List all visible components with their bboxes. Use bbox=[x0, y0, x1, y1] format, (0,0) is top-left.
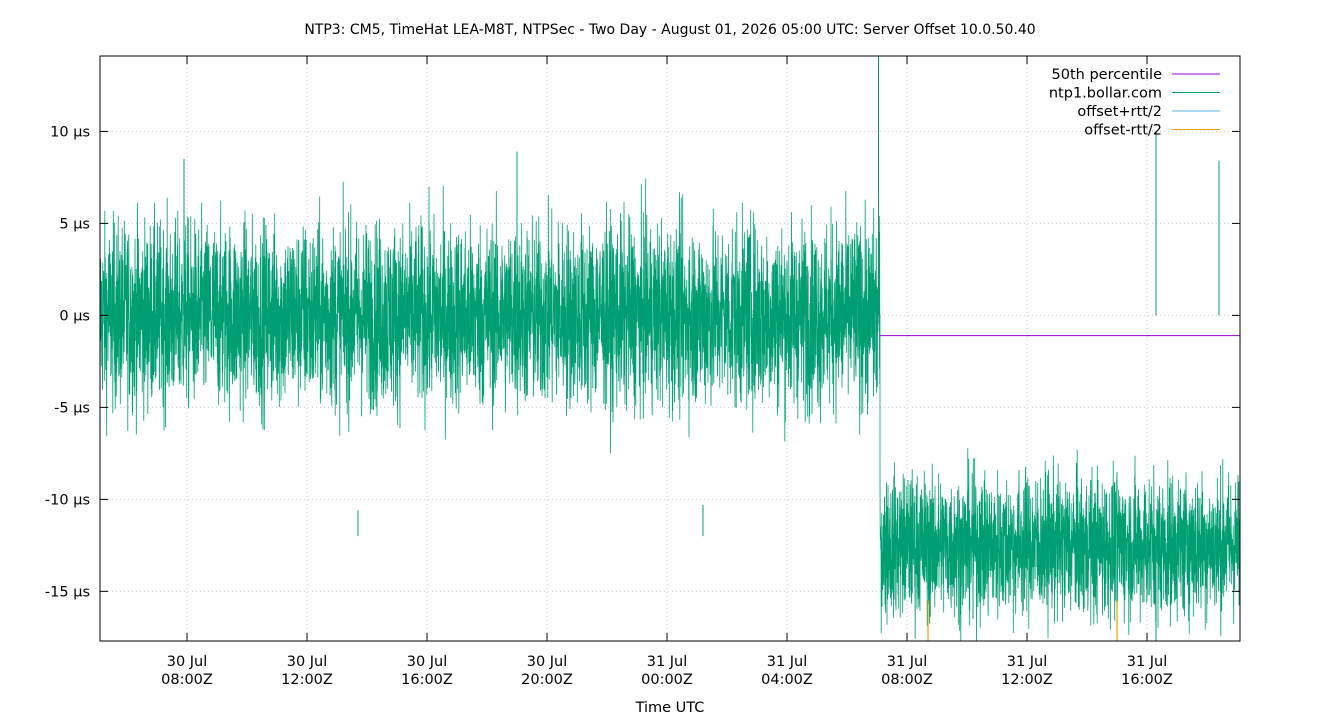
legend-label: 50th percentile bbox=[1052, 67, 1163, 83]
plot-frame bbox=[99, 55, 1241, 642]
x-tick-label-time: 12:00Z bbox=[1001, 672, 1053, 688]
y-tick-label: -5 µs bbox=[54, 400, 90, 416]
x-tick-label-time: 00:00Z bbox=[641, 672, 693, 688]
x-tick-label-date: 30 Jul bbox=[167, 654, 208, 670]
x-tick-label-time: 16:00Z bbox=[401, 672, 453, 688]
y-tick-label: 0 µs bbox=[59, 308, 90, 324]
x-tick-label-date: 30 Jul bbox=[287, 654, 328, 670]
y-tick-label: 10 µs bbox=[50, 124, 90, 140]
legend-label: ntp1.bollar.com bbox=[1049, 86, 1162, 102]
x-tick-label-time: 08:00Z bbox=[161, 672, 213, 688]
x-tick-label-date: 31 Jul bbox=[647, 654, 688, 670]
x-tick-label-time: 04:00Z bbox=[761, 672, 813, 688]
x-tick-label-time: 12:00Z bbox=[281, 672, 333, 688]
x-axis-label: Time UTC bbox=[635, 700, 705, 716]
x-tick-label-date: 31 Jul bbox=[767, 654, 808, 670]
y-axis: 10 µs 5 µs 0 µs -5 µs -10 µs -15 µs bbox=[45, 124, 1240, 600]
x-axis: 30 Jul 08:00Z 30 Jul 12:00Z 30 Jul 16:00Z 30 J… bbox=[161, 56, 1173, 688]
x-tick-label-time: 16:00Z bbox=[1121, 672, 1173, 688]
x-tick-label-date: 31 Jul bbox=[1007, 654, 1048, 670]
legend-label: offset+rtt/2 bbox=[1077, 104, 1162, 120]
plot-area bbox=[99, 56, 1241, 641]
x-tick-label-time: 08:00Z bbox=[881, 672, 933, 688]
x-tick-label-date: 30 Jul bbox=[527, 654, 568, 670]
y-tick-label: 5 µs bbox=[59, 216, 90, 232]
legend-label: offset-rtt/2 bbox=[1084, 123, 1162, 139]
y-tick-label: -15 µs bbox=[45, 584, 90, 600]
series-ntp1-bollar-com bbox=[99, 178, 1241, 641]
x-tick-label-date: 30 Jul bbox=[407, 654, 448, 670]
x-tick-label-time: 20:00Z bbox=[521, 672, 573, 688]
legend: 50th percentile ntp1.bollar.com offset+rtt… bbox=[1049, 67, 1220, 139]
x-tick-label-date: 31 Jul bbox=[1127, 654, 1168, 670]
chart-title: NTP3: CM5, TimeHat LEA-M8T, NTPSec - Two… bbox=[304, 22, 1035, 38]
x-tick-label-date: 31 Jul bbox=[887, 654, 928, 670]
y-tick-label: -10 µs bbox=[45, 492, 90, 508]
